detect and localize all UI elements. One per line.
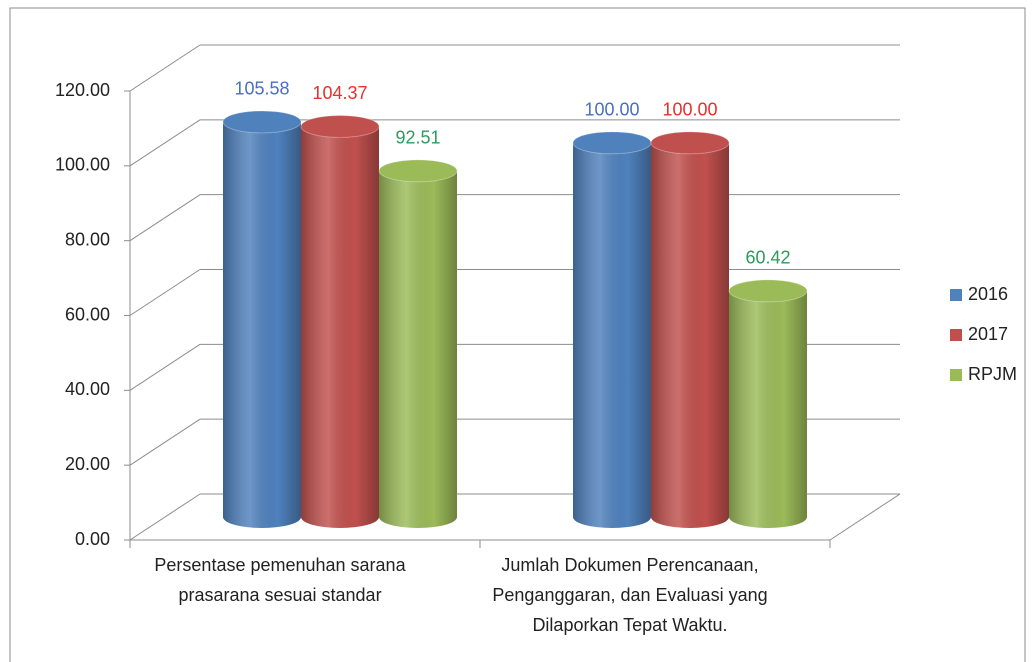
bar-top — [300, 114, 380, 138]
grid-line — [129, 343, 201, 391]
y-tick-label: 60.00 — [65, 304, 110, 324]
y-tick-label: 40.00 — [65, 379, 110, 399]
legend-swatch — [950, 329, 962, 341]
value-label: 100.00 — [662, 100, 717, 120]
bar-top — [728, 279, 808, 303]
bar-shade — [729, 290, 807, 528]
chart-border — [9, 7, 1026, 662]
bar-shade — [223, 121, 301, 528]
grid-line — [129, 269, 201, 316]
value-label: 105.58 — [234, 79, 289, 99]
legend-label: 2016 — [968, 284, 1008, 304]
floor-edge — [829, 493, 901, 541]
x-tick-label: Jumlah Dokumen Perencanaan, Penganggaran… — [492, 555, 768, 635]
bar-shade — [379, 170, 457, 529]
x-tick-label: Persentase pemenuhan sarana prasarana se… — [154, 555, 406, 605]
legend-swatch — [950, 289, 962, 301]
bar-shade — [573, 142, 651, 529]
legend-label: RPJM — [968, 364, 1017, 384]
bar-shade — [301, 126, 379, 529]
grid-line — [129, 493, 201, 541]
y-tick-label: 120.00 — [55, 80, 110, 100]
value-label: 100.00 — [584, 100, 639, 120]
value-label: 92.51 — [395, 128, 440, 148]
value-label: 60.42 — [745, 248, 790, 268]
bar-top — [378, 159, 458, 183]
bar-shade — [651, 142, 729, 529]
bar-top — [222, 110, 302, 134]
bar-top — [650, 131, 730, 155]
grid-line — [129, 418, 201, 466]
legend-label: 2017 — [968, 324, 1008, 344]
grid-line — [129, 44, 201, 92]
legend-swatch — [950, 369, 962, 381]
y-tick-label: 100.00 — [55, 155, 110, 175]
grid-line — [129, 119, 201, 167]
y-tick-label: 20.00 — [65, 454, 110, 474]
grid-line — [129, 194, 201, 242]
bar-top — [572, 131, 652, 155]
y-tick-label: 0.00 — [75, 529, 110, 549]
y-tick-label: 80.00 — [65, 229, 110, 249]
value-label: 104.37 — [312, 83, 367, 103]
